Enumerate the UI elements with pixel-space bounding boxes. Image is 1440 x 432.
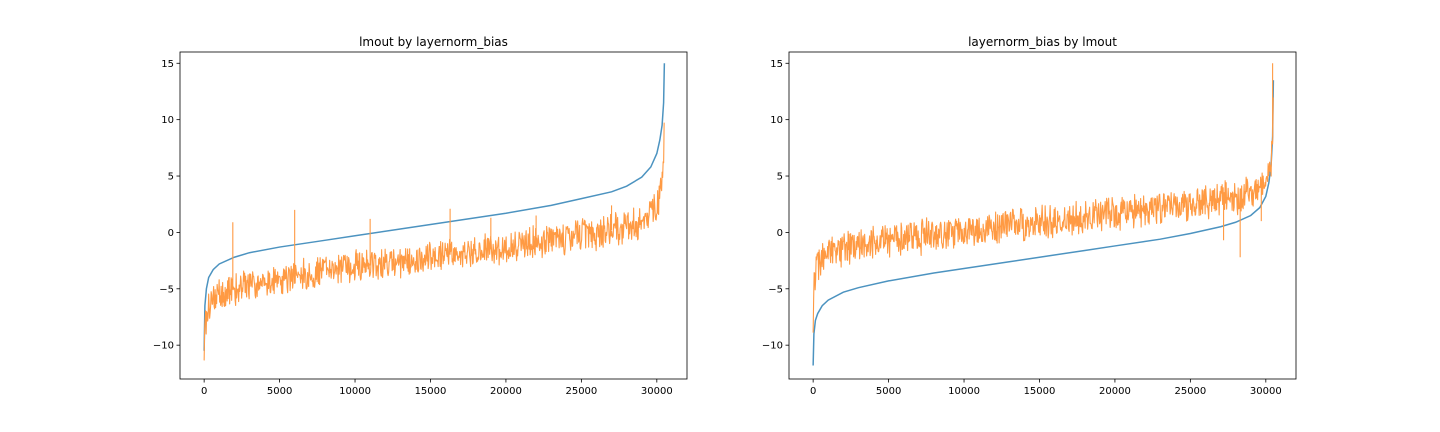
y-tick-label: 0 [777, 228, 783, 239]
y-tick-label: 5 [168, 172, 174, 183]
x-axis: 0 5000 10000 15000 20000 25000 30000 [201, 379, 673, 397]
x-tick-label: 30000 [1250, 386, 1282, 397]
series-layer [812, 63, 1275, 366]
y-tick-label: 0 [168, 228, 174, 239]
plot-frame [179, 51, 688, 380]
y-tick-label: 10 [770, 115, 783, 126]
y-axis: −10 −5 0 5 10 15 [153, 59, 180, 352]
x-tick-label: 25000 [1174, 386, 1206, 397]
x-tick-label: 0 [810, 386, 816, 397]
x-tick-label: 30000 [641, 386, 673, 397]
y-tick-label: 5 [777, 172, 783, 183]
x-tick-label: 10000 [339, 386, 371, 397]
x-tick-label: 15000 [1024, 386, 1056, 397]
series-line-noisy [812, 63, 1274, 333]
x-tick-label: 25000 [565, 386, 597, 397]
x-tick-label: 15000 [415, 386, 447, 397]
series-line-smooth [203, 63, 666, 351]
x-tick-label: 20000 [490, 386, 522, 397]
series-line-smooth [812, 80, 1275, 366]
y-tick-label: −5 [159, 284, 174, 295]
y-axis: −10 −5 0 5 10 15 [762, 59, 789, 352]
x-tick-label: 10000 [948, 386, 980, 397]
chart-lmout-by-layernorm-bias: lmout by layernorm_bias 0 5000 10000 15000 2… [153, 35, 688, 397]
series-line-noisy [203, 122, 665, 361]
x-axis: 0 5000 10000 15000 20000 25000 30000 [810, 379, 1282, 397]
series-layer [203, 63, 666, 361]
chart-title: lmout by layernorm_bias [359, 35, 508, 49]
y-tick-label: 15 [770, 59, 783, 70]
y-tick-label: 15 [161, 59, 174, 70]
y-tick-label: −10 [762, 341, 783, 352]
x-tick-label: 0 [201, 386, 207, 397]
x-tick-label: 5000 [876, 386, 901, 397]
chart-title: layernorm_bias by lmout [968, 35, 1117, 49]
y-tick-label: −5 [768, 284, 783, 295]
x-tick-label: 5000 [267, 386, 292, 397]
x-tick-label: 20000 [1099, 386, 1131, 397]
chart-layernorm-bias-by-lmout: layernorm_bias by lmout 0 5000 10000 15000 2… [762, 35, 1297, 397]
y-tick-label: −10 [153, 341, 174, 352]
plot-frame [788, 51, 1297, 380]
y-tick-label: 10 [161, 115, 174, 126]
